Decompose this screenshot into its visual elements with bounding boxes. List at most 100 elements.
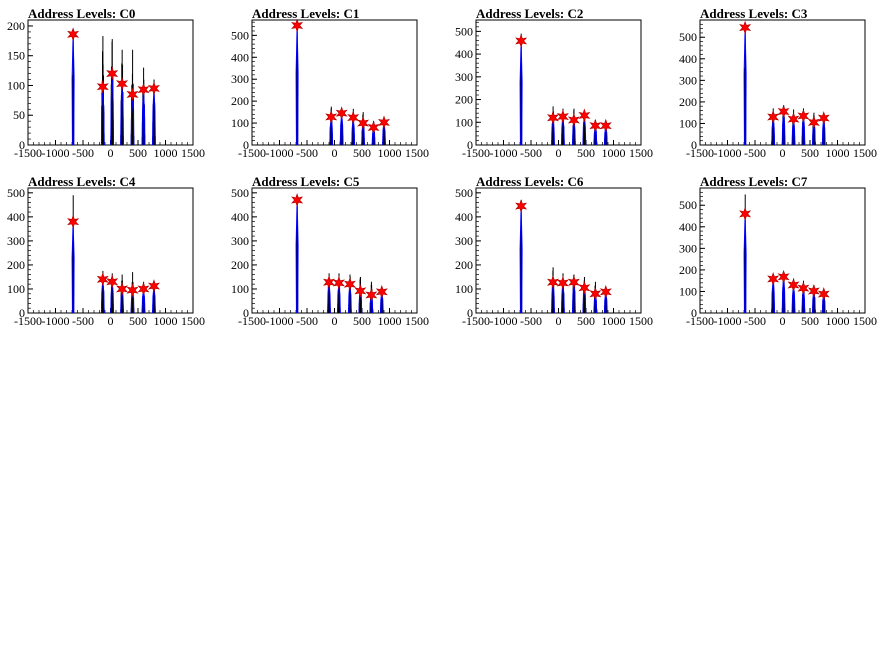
peak-marker [147,81,160,96]
peak-marker [547,275,559,290]
panel-title: Address Levels: C1 [252,6,359,21]
peak-marker [777,269,790,284]
y-tick-label: 500 [231,28,249,42]
x-tick-label: 1500 [181,314,205,328]
y-tick-label: 150 [7,49,25,63]
y-tick-label: 300 [679,241,697,255]
panel-6: Address Levels: C60100200300400500-1500-… [455,174,653,328]
y-tick-label: 200 [7,19,25,33]
peak-marker [817,287,830,301]
x-tick-label: -500 [520,146,542,160]
y-tick-label: 100 [7,78,25,92]
plot-frame [475,19,642,146]
x-tick-label: 1000 [378,146,402,160]
peak-marker [378,115,390,130]
y-tick-label: 0 [691,138,697,152]
x-tick-label: 0 [556,146,562,160]
peak-marker [567,113,580,127]
x-tick-label: 500 [577,314,595,328]
y-tick-label: 100 [231,116,249,130]
y-tick-label: 300 [455,70,473,84]
peak-marker [739,20,752,35]
y-tick-label: 200 [455,93,473,107]
x-tick-label: 1000 [826,146,850,160]
y-tick-label: 0 [467,138,473,152]
peak-marker [325,110,338,124]
x-tick-label: -1500 [238,314,266,328]
peak-marker [126,87,139,102]
panel-0: Address Levels: C0 0 50 100 150 200 -1500 -1000… [7,6,205,160]
y-tick-label: 300 [231,72,249,86]
x-tick-label: 1500 [405,146,429,160]
x-tick-label: -1000 [714,146,742,160]
y-tick-label: 100 [679,116,697,130]
y-tick-label: 400 [231,210,249,224]
peak-marker [807,115,820,130]
peak-marker [332,276,345,290]
peak-marker [787,278,800,292]
x-tick-label: -1000 [714,314,742,328]
y-tick-label: 0 [243,306,249,320]
panel-4: Address Levels: C40100200300400500-1500-… [7,174,205,328]
y-tick-label: 500 [455,186,473,200]
x-tick-label: 1000 [826,314,850,328]
y-tick-label: 400 [231,50,249,64]
peak-marker [347,110,360,125]
x-tick-label: 1500 [629,314,653,328]
peak-marker [116,76,129,91]
peak-marker [797,281,810,296]
x-tick-label: -1000 [266,146,294,160]
x-tick-label: -500 [296,314,318,328]
peak-marker [67,214,80,229]
x-tick-label: -500 [744,146,766,160]
y-tick-label: 300 [231,234,249,248]
x-tick-label: -500 [72,314,94,328]
x-tick-label: 1000 [602,314,626,328]
peak-marker [807,284,820,298]
x-tick-label: 1500 [629,146,653,160]
x-tick-label: 500 [577,146,595,160]
panel-title: Address Levels: C4 [28,174,136,189]
x-tick-label: 500 [353,146,371,160]
x-tick-label: 1500 [181,146,205,160]
y-tick-label: 500 [7,186,25,200]
panel-1: Address Levels: C10100200300400500-1500-… [231,6,429,160]
plot-frame [475,187,642,314]
y-tick-label: 200 [679,263,697,277]
plot-frame [251,187,418,314]
x-tick-label: -1500 [686,146,714,160]
peak-marker [589,118,602,133]
peak-marker [515,33,528,48]
peak-marker [365,288,378,302]
peak-marker [739,206,752,221]
peak-marker [357,116,370,130]
x-tick-label: -1500 [686,314,714,328]
peak-marker [578,108,591,123]
x-tick-label: 1000 [378,314,402,328]
y-tick-label: 500 [455,24,473,38]
x-tick-label: -1000 [490,146,518,160]
y-tick-label: 0 [467,306,473,320]
x-tick-label: -1000 [490,314,518,328]
y-tick-label: 400 [455,47,473,61]
x-tick-label: 500 [129,314,147,328]
x-tick-label: 500 [353,314,371,328]
x-tick-label: -1500 [462,314,490,328]
peak-marker [96,272,109,287]
plot-frame [251,19,418,146]
y-tick-label: 200 [7,258,25,272]
peak-marker [137,282,150,296]
y-tick-label: 100 [7,282,25,296]
peak-marker [787,112,800,127]
y-tick-label: 0 [19,138,25,152]
peak-marker [375,284,388,299]
panel-title: Address Levels: C7 [700,174,808,189]
x-tick-label: 0 [108,314,114,328]
panel-title: Address Levels: C3 [700,6,808,21]
x-tick-label: 0 [108,146,114,160]
panel-title: Address Levels: C0 [28,6,135,21]
y-tick-label: 400 [7,210,25,224]
y-tick-label: 500 [679,30,697,44]
y-tick-label: 200 [455,258,473,272]
y-tick-label: 300 [455,234,473,248]
